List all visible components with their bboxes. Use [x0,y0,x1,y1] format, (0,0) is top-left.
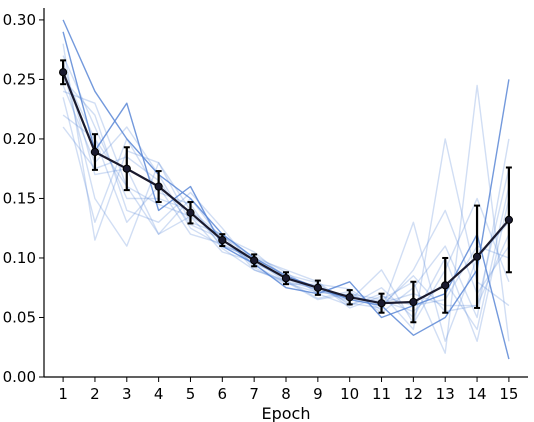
mean-point [441,281,450,290]
run-line [62,55,510,342]
y-tick-label: 0.00 [3,368,36,386]
x-tick-label: 8 [281,385,291,403]
run-line [62,85,510,331]
x-tick-label: 1 [58,385,68,403]
run-line [62,31,510,360]
x-tick-label: 15 [499,385,518,403]
mean-point [472,252,482,261]
mean-point [313,283,322,292]
mean-point [504,215,513,224]
y-tick-label: 0.25 [3,70,36,88]
x-tick-label: 14 [468,385,487,403]
x-tick-label: 13 [436,385,455,403]
x-tick-label: 7 [249,385,259,403]
mean-point [345,293,354,302]
x-axis-ticks: 1 2 3 4 5 6 7 8 9 10 11 12 13 14 15 [58,377,518,403]
mean-point [122,164,131,173]
y-tick-label: 0.30 [3,11,36,29]
x-tick-label: 9 [313,385,323,403]
y-tick-label: 0.10 [3,249,36,267]
run-lines [62,19,510,360]
run-line [62,78,510,342]
y-tick-label: 0.05 [3,308,36,326]
x-tick-label: 11 [372,385,391,403]
x-axis-title: Epoch [262,404,311,422]
mean-point [154,182,163,191]
x-tick-label: 5 [186,385,196,403]
y-tick-label: 0.15 [3,189,36,207]
x-tick-label: 4 [154,385,164,403]
run-line [62,61,510,307]
x-tick-label: 12 [404,385,423,403]
mean-point [59,68,68,77]
mean-point [250,256,259,265]
x-tick-label: 6 [218,385,228,403]
mean-point [377,299,386,308]
mean-series [59,59,513,324]
x-tick-label: 3 [122,385,132,403]
mean-point [90,147,100,157]
y-tick-label: 0.20 [3,130,36,148]
y-axis-ticks: 0.00 0.05 0.10 0.15 0.20 0.25 0.30 [3,11,44,386]
x-tick-label: 10 [340,385,359,403]
mean-point [186,208,195,217]
run-line [62,90,510,325]
mean-point [409,297,418,307]
mean-point [218,236,227,245]
x-tick-label: 2 [90,385,100,403]
mean-point [281,274,291,283]
